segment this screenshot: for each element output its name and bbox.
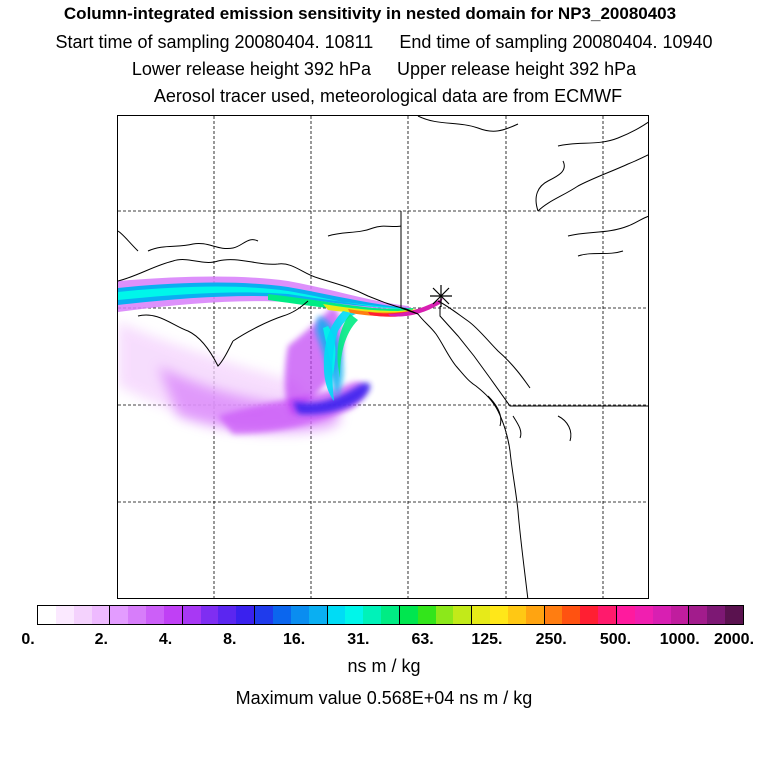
start-time-label: Start time of sampling 20080404. 10811	[55, 32, 374, 52]
colorbar-cell	[562, 606, 581, 624]
colorbar-cell	[670, 606, 690, 624]
colorbar-cell	[634, 606, 653, 624]
colorbar-tick-label: 1000.	[659, 631, 700, 648]
colorbar-cell	[272, 606, 291, 624]
colorbar-cell	[308, 606, 328, 624]
colorbar-cell	[617, 606, 635, 624]
colorbar-cell	[472, 606, 491, 624]
colorbar-cell	[255, 606, 273, 624]
colorbar-units-label: ns m / kg	[347, 656, 421, 676]
colorbar-cell	[236, 606, 256, 624]
end-time-label: End time of sampling 20080404. 10940	[399, 32, 713, 52]
tracer-info-line: Aerosol tracer used, meteorological data…	[153, 86, 623, 106]
colorbar-cell	[128, 606, 147, 624]
upper-release-label: Upper release height 392 hPa	[397, 59, 637, 79]
colorbar-cell	[435, 606, 454, 624]
colorbar-cell	[38, 606, 56, 624]
colorbar-cell	[91, 606, 111, 624]
colorbar-cell	[182, 606, 201, 624]
sampling-time-line: Start time of sampling 20080404. 10811 En…	[0, 32, 768, 53]
colorbar-tick-label: 4.	[158, 631, 173, 648]
colorbar-cell	[689, 606, 708, 624]
colorbar-cell	[507, 606, 526, 624]
colorbar-cell	[725, 606, 743, 624]
colorbar-tick-label: 500.	[599, 631, 632, 648]
colorbar-tick-label: 2000.	[713, 631, 755, 648]
colorbar-cell	[381, 606, 400, 624]
colorbar-cell	[598, 606, 617, 624]
asterisk-icon	[430, 285, 452, 307]
colorbar-tick-label: 16.	[282, 631, 306, 648]
colorbar-cell	[327, 606, 346, 624]
colorbar-cell	[417, 606, 436, 624]
colorbar-cell	[544, 606, 563, 624]
emission-sensitivity-plume	[118, 276, 443, 434]
colorbar-tick-label: 250.	[535, 631, 567, 648]
colorbar-tick-label: 31.	[347, 631, 370, 648]
colorbar-cell	[146, 606, 164, 624]
colorbar-tick-label: 0.	[21, 631, 35, 648]
colorbar-cell	[363, 606, 382, 624]
colorbar-cell	[200, 606, 219, 624]
map-svg	[118, 116, 648, 598]
colorbar-tick-label: 125.	[471, 631, 503, 648]
plot-title: Column-integrated emission sensitivity i…	[63, 4, 677, 23]
release-height-line: Lower release height 392 hPa Upper releas…	[0, 59, 768, 80]
colorbar-cell	[73, 606, 92, 624]
maximum-value-label: Maximum value 0.568E+04 ns m / kg	[235, 688, 533, 708]
colorbar-cell	[399, 606, 418, 624]
colorbar-cell	[652, 606, 671, 624]
map-panel	[117, 115, 649, 599]
colorbar-cell	[453, 606, 473, 624]
colorbar-tick-label: 63.	[411, 631, 434, 648]
colorbar-cell	[110, 606, 129, 624]
colorbar-tick-labels: 0. 2. 4. 8. 16. 31. 63. 125. 250. 500. 1000. 2000.	[0, 631, 768, 653]
colorbar-tick-label: 2.	[94, 631, 108, 648]
colorbar-cell	[707, 606, 726, 624]
colorbar	[37, 605, 744, 625]
colorbar-cell	[490, 606, 508, 624]
colorbar-cell	[290, 606, 309, 624]
coastlines	[118, 116, 648, 598]
colorbar-cell	[580, 606, 599, 624]
colorbar-tick-label: 8.	[223, 631, 237, 648]
colorbar-cell	[163, 606, 183, 624]
colorbar-cell	[55, 606, 74, 624]
colorbar-cell	[345, 606, 364, 624]
colorbar-cell	[218, 606, 237, 624]
lower-release-label: Lower release height 392 hPa	[131, 59, 371, 79]
colorbar-cell	[525, 606, 545, 624]
